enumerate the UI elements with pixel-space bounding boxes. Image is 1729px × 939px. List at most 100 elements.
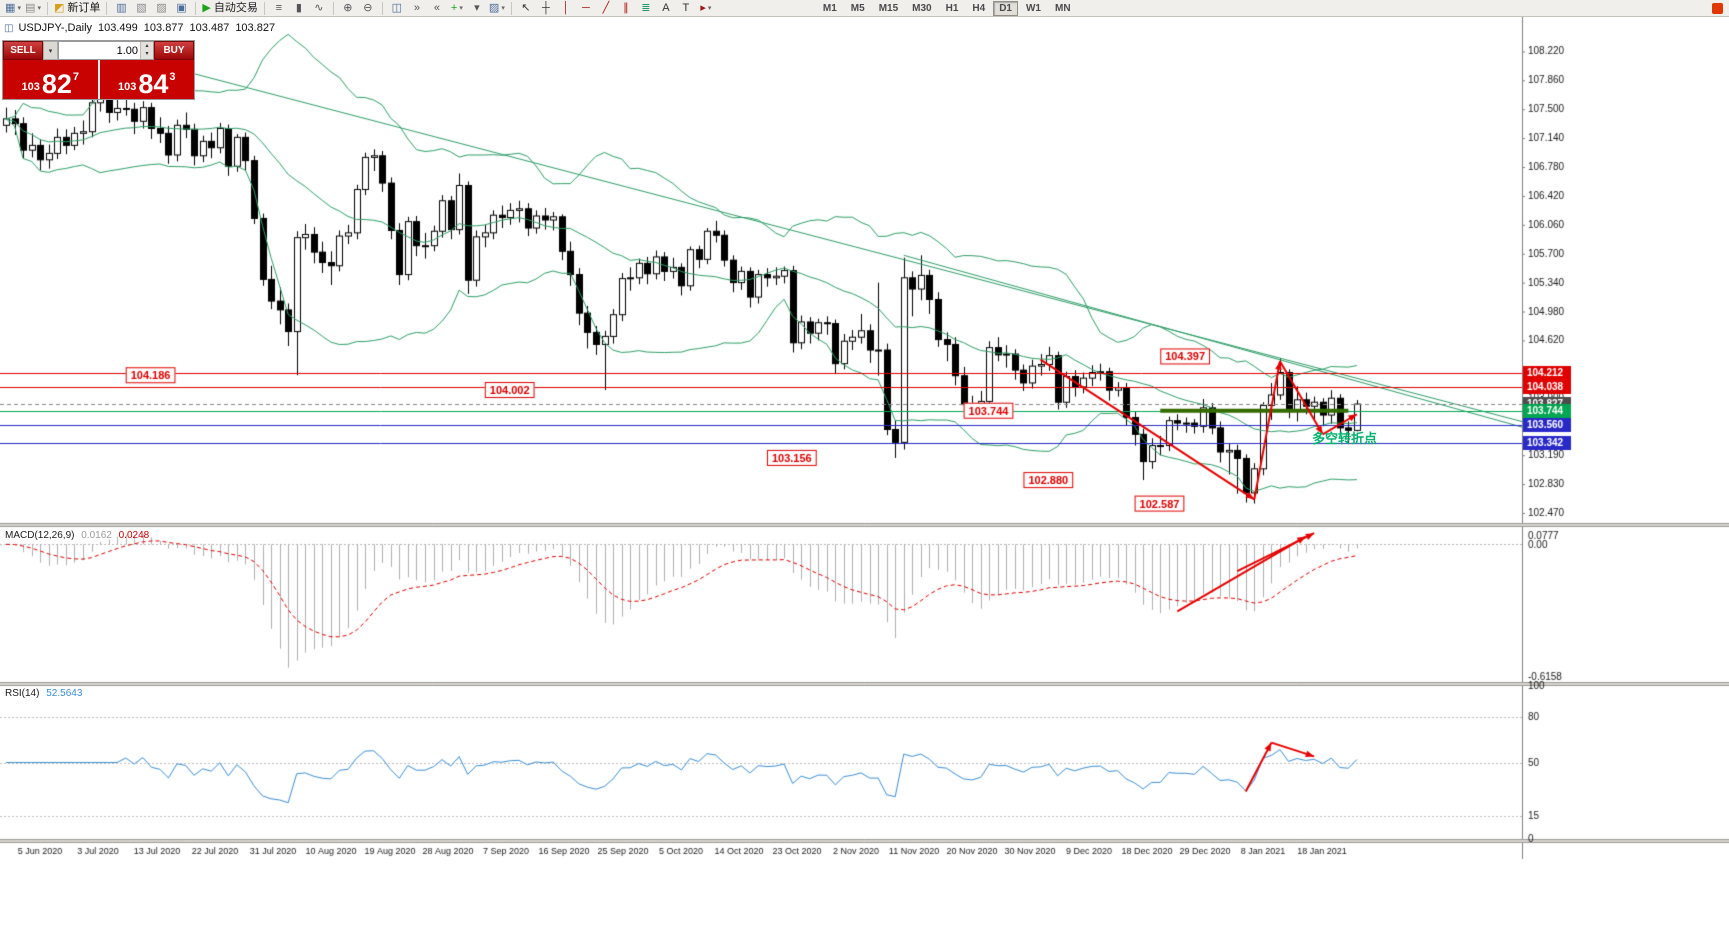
crosshair-icon[interactable]: ┼ [536,1,556,16]
rsi-name: RSI(14) [5,688,40,699]
new-chart-icon-caret[interactable]: ▾ [17,4,21,12]
toolbar-separator [47,1,48,15]
notification-icon[interactable] [1712,3,1723,14]
trade-controls-row: SELL ▾ ▴ ▾ BUY [3,41,194,60]
volume-input[interactable] [59,42,140,59]
timeframe-mn-button[interactable]: MN [1054,2,1071,14]
horizontal-line-icon-glyph: ─ [581,1,590,14]
arrows-tool-icon-caret[interactable]: ▾ [707,4,712,12]
timeframe-w1-button[interactable]: W1 [1025,2,1041,14]
volume-dropdown-caret-icon[interactable]: ▾ [43,41,58,60]
vertical-line-icon[interactable]: │ [556,1,576,16]
timeframe-d1-button[interactable]: D1 [993,0,1018,16]
terminal-icon[interactable]: ▣ [171,1,191,16]
timeframe-m15-button[interactable]: M15 [878,2,899,14]
trendline-icon[interactable]: ╱ [596,1,616,16]
fibonacci-icon-glyph: ≣ [641,1,651,14]
periods-icon[interactable]: ▾ [467,1,487,16]
timeframe-bar: M1 M5 M15 M30 H1 H4 D1 W1 MN [816,0,1078,16]
timeframe-h4-button[interactable]: H4 [972,2,986,14]
data-window-icon-glyph: ▧ [136,1,147,14]
volume-stepper: ▴ ▾ [140,42,153,59]
sell-price-prefix: 103 [21,81,40,93]
timeframe-m1-button[interactable]: M1 [822,2,837,14]
macd-signal-value: 0.0248 [118,530,150,541]
channel-icon-glyph: ∥ [623,1,629,14]
crosshair-icon-glyph: ┼ [541,1,550,14]
bar-chart-icon-glyph: ≡ [275,1,283,14]
chart-profiles-icon[interactable]: ▤ ▾ [23,1,43,16]
chart-shift-icon-glyph: « [433,1,440,14]
indicators-icon-caret[interactable]: ▾ [459,4,463,12]
navigator-icon[interactable]: ▨ [151,1,171,16]
tile-windows-icon[interactable]: ◫ [387,1,407,16]
templates-icon[interactable]: ▨ ▾ [487,1,507,16]
timeframe-h1-button[interactable]: H1 [945,2,959,14]
volume-field-wrap: ▴ ▾ [58,41,154,60]
horizontal-line-icon[interactable]: ─ [576,1,596,16]
buy-price-prefix: 103 [117,81,137,93]
templates-icon-caret[interactable]: ▾ [501,4,505,12]
zoom-out-icon-glyph: ⊖ [363,1,373,14]
close-value: 103.827 [235,22,276,34]
arrows-tool-icon-glyph: ▸ [700,1,706,14]
chart-shift-icon[interactable]: « [427,1,447,16]
volume-up-icon[interactable]: ▴ [145,43,149,49]
macd-name: MACD(12,26,9) [5,530,75,541]
trendline-icon-glyph: ╱ [602,1,610,14]
sell-button[interactable]: SELL [3,41,43,60]
zoom-in-icon-glyph: ⊕ [343,1,353,14]
indicators-icon[interactable]: + ▾ [447,1,467,16]
buy-price-big: 84 [138,69,169,99]
cursor-icon[interactable]: ↖ [516,1,536,16]
market-watch-icon[interactable]: ▥ [111,1,131,16]
indicators-icon-glyph: + [450,1,458,14]
line-chart-icon-glyph: ∿ [314,1,324,14]
buy-button[interactable]: BUY [154,41,194,60]
candlestick-chart-icon[interactable]: ▮ [289,1,309,16]
buy-price[interactable]: 103 84 3 [99,60,194,99]
text-icon[interactable]: A [656,1,676,16]
autotrade-button-glyph: ▶ [202,1,211,14]
toolbar-separator [106,1,108,15]
auto-scroll-icon[interactable]: » [407,1,427,16]
line-chart-icon[interactable]: ∿ [309,1,329,16]
symbol-period-label: USDJPY-,Daily [18,22,93,34]
new-chart-icon-glyph: ▦ [5,1,16,14]
main-toolbar: ▦ ▾ ▤ ▾ ◩ 新订单 ▥ ▧ ▨ ▣ ▶ 自动交易 ≡ ▮ ∿ ⊕ ⊖ ◫» «+ ▾ ▾ ▨ ▾ ↖ ┼ │ ─ ╱ ∥ ≣ A T ▸… [0,0,1729,17]
zoom-in-icon[interactable]: ⊕ [338,1,358,16]
terminal-icon-glyph: ▣ [176,1,187,14]
market-watch-icon-glyph: ▥ [116,1,127,14]
chart-profiles-icon-glyph: ▤ [25,1,36,14]
bar-chart-icon[interactable]: ≡ [269,1,289,16]
timeframe-m5-button[interactable]: M5 [850,2,865,14]
toolbar-separator [510,1,512,15]
toolbar-separator [381,1,383,15]
arrows-tool-icon[interactable]: ▸ ▾ [696,1,716,16]
new-order-button[interactable]: ◩ 新订单 [52,1,102,16]
chart-title: ◫ USDJPY-,Daily 103.499 103.877 103.487 … [4,22,275,34]
macd-main-value: 0.0162 [81,530,112,541]
label-icon-glyph: T [682,1,690,14]
timeframe-m30-button[interactable]: M30 [912,2,932,14]
sell-price[interactable]: 103 82 7 [3,60,100,99]
zoom-out-icon[interactable]: ⊖ [358,1,378,16]
chart-profiles-icon-caret[interactable]: ▾ [37,4,41,12]
buy-price-sup: 3 [169,71,176,83]
toolbar-separator [263,1,265,15]
label-icon[interactable]: T [676,1,696,16]
channel-icon[interactable]: ∥ [616,1,636,16]
sell-price-big: 82 [41,69,72,99]
autotrade-button[interactable]: ▶ 自动交易 [200,1,259,16]
fibonacci-icon[interactable]: ≣ [636,1,656,16]
low-value: 103.487 [189,22,230,34]
autotrade-button-label: 自动交易 [213,1,258,14]
navigator-icon-glyph: ▨ [156,1,167,14]
volume-down-icon[interactable]: ▾ [145,51,149,57]
new-chart-icon[interactable]: ▦ ▾ [3,1,23,16]
one-click-trading-panel: SELL ▾ ▴ ▾ BUY 103 82 7 103 84 3 [2,40,195,100]
data-window-icon[interactable]: ▧ [131,1,151,16]
trade-prices-row: 103 82 7 103 84 3 [3,60,194,99]
price-chart-canvas[interactable] [0,17,1729,939]
